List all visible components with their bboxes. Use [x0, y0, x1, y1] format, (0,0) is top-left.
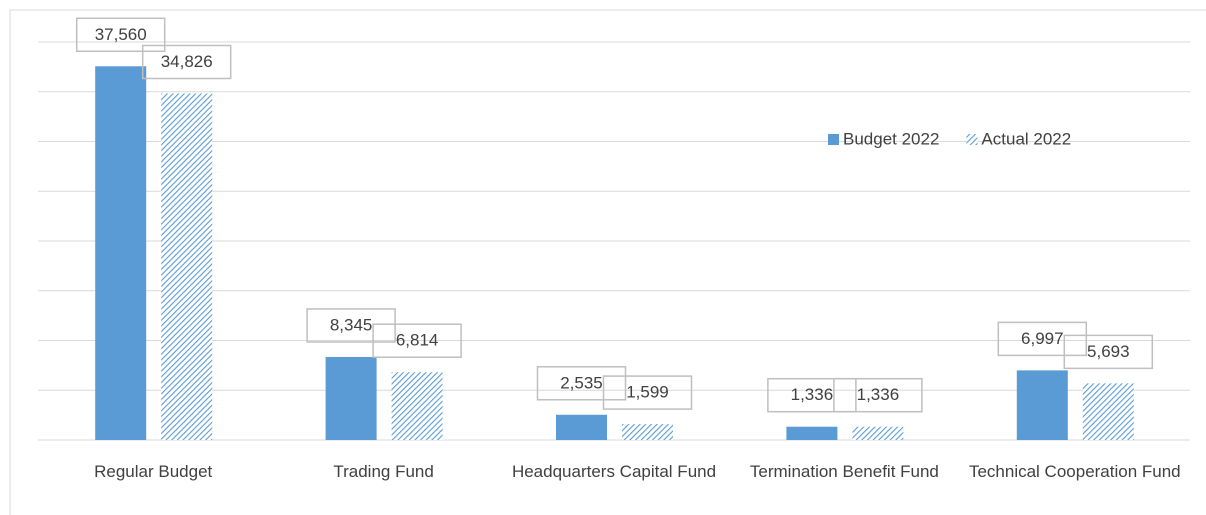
bar	[391, 372, 443, 440]
data-label: 37,560	[95, 25, 147, 44]
data-label: 6,997	[1021, 329, 1064, 348]
legend-label: Actual 2022	[981, 129, 1071, 148]
data-label-box	[1063, 334, 1154, 370]
data-label-box	[767, 377, 857, 413]
data-label-box	[372, 323, 462, 358]
bar	[1082, 383, 1134, 440]
data-label-box	[833, 377, 923, 413]
data-label: 8,345	[330, 315, 373, 334]
x-tick-label: Headquarters Capital Fund	[511, 462, 717, 481]
bar	[1016, 370, 1068, 440]
x-tick-label: Technical Cooperation Fund	[968, 462, 1181, 481]
bar	[852, 426, 904, 440]
bar	[556, 414, 607, 440]
data-label-box	[75, 17, 166, 53]
bar	[786, 426, 838, 440]
data-label: 1,599	[626, 383, 669, 402]
legend-swatch	[828, 134, 839, 145]
data-label-box	[141, 44, 232, 80]
data-label: 5,693	[1087, 342, 1130, 361]
legend-label: Budget 2022	[843, 129, 939, 148]
bar	[622, 424, 673, 440]
x-tick-label: Trading Fund	[333, 462, 434, 481]
data-label-box	[997, 321, 1088, 357]
data-label-box	[602, 375, 693, 410]
data-label-box	[536, 366, 627, 401]
x-tick-label: Termination Benefit Fund	[749, 462, 939, 481]
data-label: 1,336	[857, 385, 900, 404]
bar	[161, 93, 213, 441]
chart-frame	[9, 9, 1206, 515]
data-label-box	[306, 308, 396, 343]
bar	[95, 66, 147, 440]
data-label: 34,826	[161, 52, 213, 71]
data-label: 6,814	[396, 331, 439, 350]
x-tick-label: Regular Budget	[94, 462, 213, 481]
legend-swatch	[966, 134, 978, 145]
data-label: 1,336	[791, 385, 834, 404]
data-label: 2,535	[560, 373, 603, 392]
bar	[325, 356, 377, 440]
